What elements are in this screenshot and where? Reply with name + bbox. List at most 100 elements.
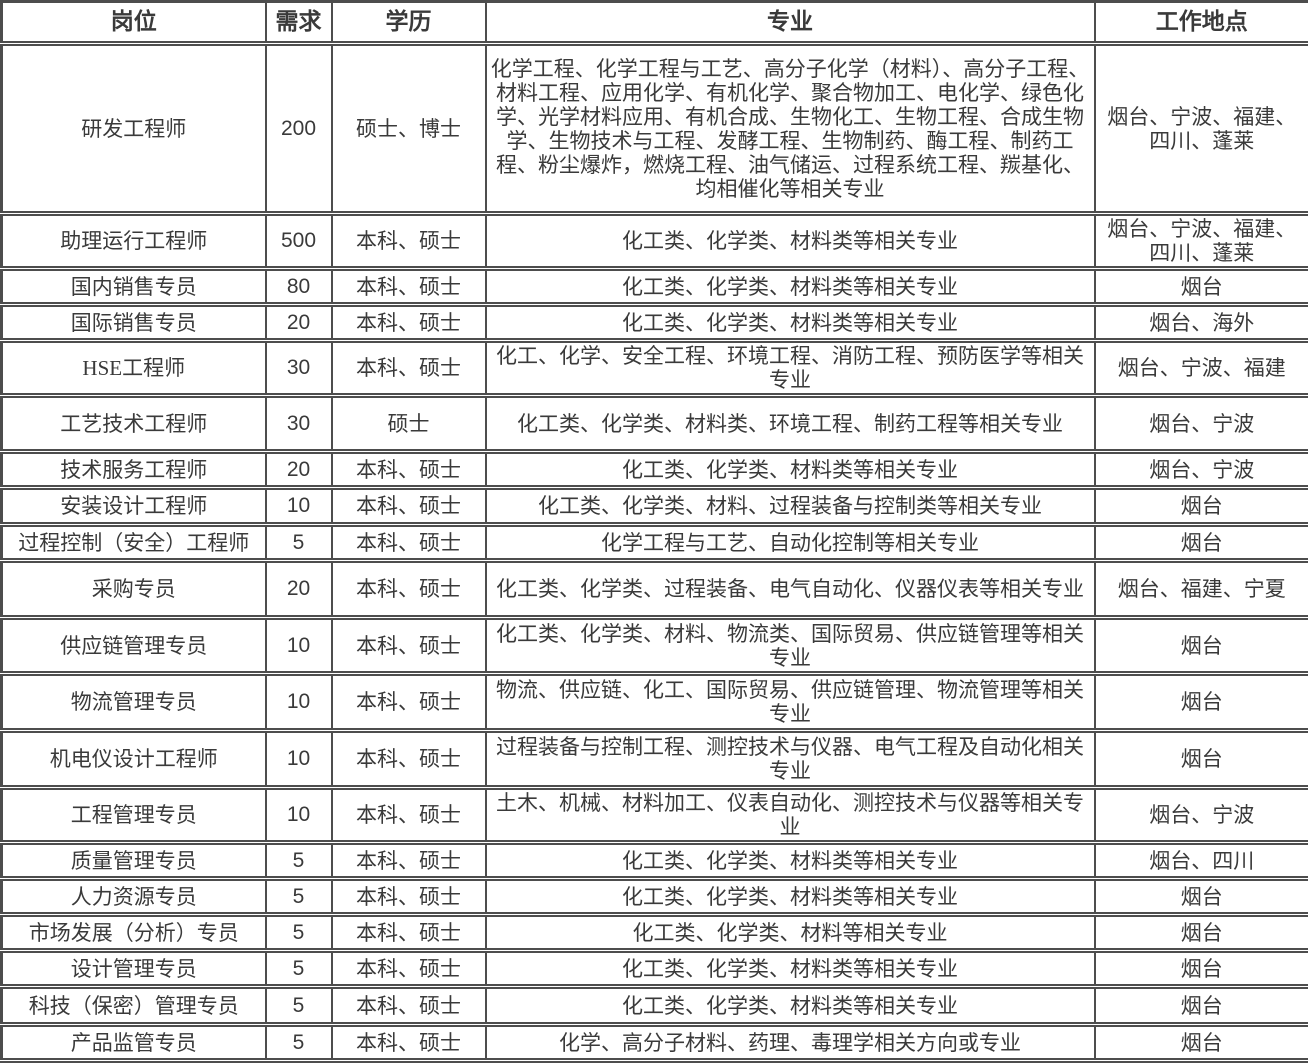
column-header-position: 岗位 [2, 2, 266, 44]
cell-location: 烟台 [1095, 1025, 1308, 1061]
cell-major: 化学工程与工艺、自动化控制等相关专业 [486, 525, 1095, 561]
cell-education: 本科、硕士 [332, 488, 486, 525]
cell-demand: 20 [266, 561, 332, 618]
cell-position: 质量管理专员 [2, 843, 266, 879]
cell-position: 国际销售专员 [2, 305, 266, 341]
cell-location: 烟台、四川 [1095, 843, 1308, 879]
cell-location: 烟台、海外 [1095, 305, 1308, 341]
cell-demand: 5 [266, 915, 332, 951]
cell-demand: 5 [266, 1025, 332, 1061]
cell-position: HSE工程师 [2, 341, 266, 396]
cell-demand: 30 [266, 341, 332, 396]
cell-demand: 30 [266, 396, 332, 452]
cell-location: 烟台 [1095, 618, 1308, 674]
cell-position: 市场发展（分析）专员 [2, 915, 266, 951]
cell-major: 化工类、化学类、材料等相关专业 [486, 915, 1095, 951]
cell-location: 烟台、宁波 [1095, 396, 1308, 452]
column-header-location: 工作地点 [1095, 2, 1308, 44]
cell-position: 供应链管理专员 [2, 618, 266, 674]
cell-location: 烟台 [1095, 879, 1308, 915]
cell-education: 本科、硕士 [332, 561, 486, 618]
cell-demand: 5 [266, 525, 332, 561]
cell-location: 烟台 [1095, 951, 1308, 987]
cell-location: 烟台、宁波 [1095, 452, 1308, 488]
cell-education: 本科、硕士 [332, 879, 486, 915]
cell-position: 物流管理专员 [2, 674, 266, 731]
cell-location: 烟台、宁波、福建 [1095, 341, 1308, 396]
column-header-education: 学历 [332, 2, 486, 44]
cell-major: 化工类、化学类、材料类等相关专业 [486, 269, 1095, 305]
cell-demand: 10 [266, 788, 332, 843]
cell-major: 化工类、化学类、过程装备、电气自动化、仪器仪表等相关专业 [486, 561, 1095, 618]
cell-position: 采购专员 [2, 561, 266, 618]
cell-position: 工程管理专员 [2, 788, 266, 843]
cell-major: 化工类、化学类、材料类等相关专业 [486, 843, 1095, 879]
cell-position: 技术服务工程师 [2, 452, 266, 488]
cell-demand: 5 [266, 843, 332, 879]
cell-position: 研发工程师 [2, 44, 266, 214]
cell-demand: 20 [266, 452, 332, 488]
cell-demand: 5 [266, 987, 332, 1025]
cell-location: 烟台、宁波、福建、四川、蓬莱 [1095, 44, 1308, 214]
cell-education: 本科、硕士 [332, 951, 486, 987]
cell-major: 化工类、化学类、材料类等相关专业 [486, 214, 1095, 269]
cell-position: 科技（保密）管理专员 [2, 987, 266, 1025]
cell-major: 化工类、化学类、材料类等相关专业 [486, 305, 1095, 341]
column-header-major: 专业 [486, 2, 1095, 44]
cell-position: 设计管理专员 [2, 951, 266, 987]
cell-position: 工艺技术工程师 [2, 396, 266, 452]
cell-demand: 5 [266, 879, 332, 915]
cell-location: 烟台 [1095, 488, 1308, 525]
cell-major: 化学、高分子材料、药理、毒理学相关方向或专业 [486, 1025, 1095, 1061]
cell-major: 化工类、化学类、材料类等相关专业 [486, 879, 1095, 915]
cell-major: 物流、供应链、化工、国际贸易、供应链管理、物流管理等相关专业 [486, 674, 1095, 731]
cell-position: 安装设计工程师 [2, 488, 266, 525]
header-row: 岗位 需求 学历 专业 工作地点 [2, 2, 1308, 44]
cell-position: 机电仪设计工程师 [2, 731, 266, 788]
cell-demand: 20 [266, 305, 332, 341]
cell-location: 烟台 [1095, 915, 1308, 951]
cell-education: 本科、硕士 [332, 618, 486, 674]
cell-major: 化工类、化学类、材料类等相关专业 [486, 951, 1095, 987]
cell-education: 本科、硕士 [332, 674, 486, 731]
cell-education: 硕士、博士 [332, 44, 486, 214]
cell-major: 化学工程、化学工程与工艺、高分子化学（材料）、高分子工程、材料工程、应用化学、有… [486, 44, 1095, 214]
cell-major: 化工类、化学类、材料类等相关专业 [486, 987, 1095, 1025]
cell-location: 烟台 [1095, 269, 1308, 305]
cell-demand: 200 [266, 44, 332, 214]
cell-major: 化工类、化学类、材料类、环境工程、制药工程等相关专业 [486, 396, 1095, 452]
cell-major: 化工类、化学类、材料、物流类、国际贸易、供应链管理等相关专业 [486, 618, 1095, 674]
cell-demand: 5 [266, 951, 332, 987]
cell-position: 过程控制（安全）工程师 [2, 525, 266, 561]
cell-demand: 10 [266, 488, 332, 525]
cell-position: 人力资源专员 [2, 879, 266, 915]
cell-major: 化工、化学、安全工程、环境工程、消防工程、预防医学等相关专业 [486, 341, 1095, 396]
cell-location: 烟台 [1095, 731, 1308, 788]
cell-education: 本科、硕士 [332, 1025, 486, 1061]
cell-demand: 500 [266, 214, 332, 269]
cell-location: 烟台、宁波 [1095, 788, 1308, 843]
cell-education: 本科、硕士 [332, 525, 486, 561]
cell-location: 烟台 [1095, 987, 1308, 1025]
cell-location: 烟台 [1095, 674, 1308, 731]
column-header-demand: 需求 [266, 2, 332, 44]
cell-demand: 10 [266, 618, 332, 674]
cell-location: 烟台、宁波、福建、四川、蓬莱 [1095, 214, 1308, 269]
cell-education: 本科、硕士 [332, 452, 486, 488]
